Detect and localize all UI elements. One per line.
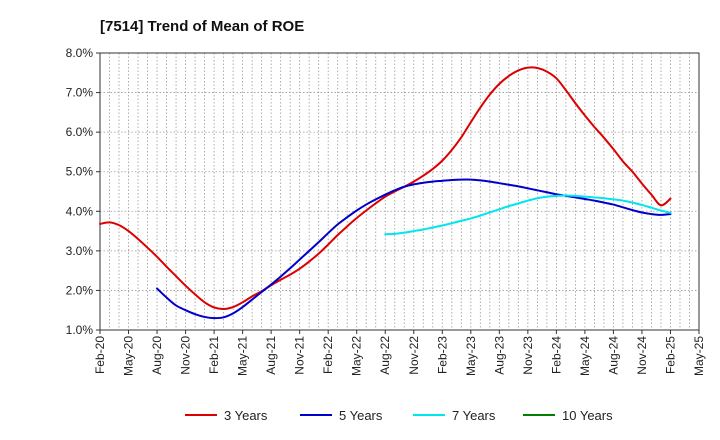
x-tick-label: Nov-23 xyxy=(521,336,535,375)
plot-frame xyxy=(99,52,700,331)
y-axis-ticks: 1.0% 2.0% 3.0% 4.0% 5.0% 6.0% 7.0% 8.0% xyxy=(66,46,100,337)
x-tick-label: Aug-24 xyxy=(606,336,620,375)
legend: 3 Years 5 Years 7 Years 10 Years xyxy=(185,408,613,423)
series-layer xyxy=(99,66,672,320)
x-tick-label: Nov-22 xyxy=(407,336,421,375)
series-line-7-years xyxy=(384,194,672,236)
legend-label-7-years: 7 Years xyxy=(452,408,496,423)
series-line-3-years xyxy=(99,66,672,311)
y-tick-label: 6.0% xyxy=(66,125,94,139)
x-axis-ticks: Feb-20 May-20 Aug-20 Nov-20 Feb-21 May-21 Aug-… xyxy=(93,330,706,376)
x-tick-label: Feb-20 xyxy=(93,336,107,374)
legend-label-3-years: 3 Years xyxy=(224,408,268,423)
y-tick-label: 4.0% xyxy=(66,204,94,218)
x-tick-label: Feb-22 xyxy=(321,336,335,374)
y-tick-label: 7.0% xyxy=(66,86,94,100)
legend-label-10-years: 10 Years xyxy=(562,408,613,423)
x-tick-label: May-22 xyxy=(350,336,364,376)
chart-title: [7514] Trend of Mean of ROE xyxy=(100,18,304,35)
x-tick-label: May-21 xyxy=(236,336,250,376)
y-tick-label: 5.0% xyxy=(66,165,94,179)
x-tick-label: May-20 xyxy=(122,336,136,376)
x-tick-label: Feb-24 xyxy=(549,336,563,374)
x-tick-label: Nov-20 xyxy=(179,336,193,375)
x-tick-label: May-23 xyxy=(464,336,478,376)
x-tick-label: Aug-21 xyxy=(264,336,278,375)
y-tick-label: 3.0% xyxy=(66,244,94,258)
x-tick-label: Feb-25 xyxy=(663,336,677,374)
y-tick-label: 1.0% xyxy=(66,323,94,337)
x-tick-label: Feb-21 xyxy=(207,336,221,374)
y-tick-label: 8.0% xyxy=(66,46,94,60)
x-tick-label: Aug-23 xyxy=(492,336,506,375)
x-tick-label: Feb-23 xyxy=(435,336,449,374)
x-tick-label: Nov-24 xyxy=(635,336,649,375)
x-tick-label: May-24 xyxy=(578,336,592,376)
x-tick-label: Nov-21 xyxy=(293,336,307,375)
x-tick-label: Aug-22 xyxy=(378,336,392,375)
legend-label-5-years: 5 Years xyxy=(339,408,383,423)
series-line-5-years xyxy=(156,178,672,320)
y-tick-label: 2.0% xyxy=(66,283,94,297)
x-tick-label: May-25 xyxy=(692,336,706,376)
grid-layer xyxy=(100,53,699,330)
x-tick-label: Aug-20 xyxy=(150,336,164,375)
